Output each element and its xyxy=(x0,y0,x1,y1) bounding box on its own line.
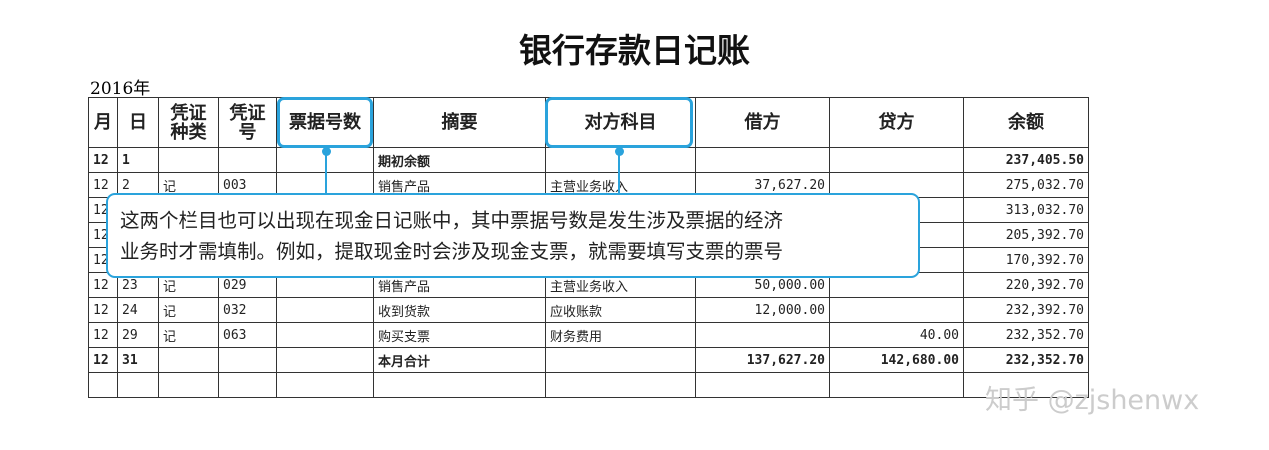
callout-line: 业务时才需填制。例如，提取现金时会涉及现金支票，就需要填写支票的票号 xyxy=(120,240,784,263)
table-cell xyxy=(218,147,277,173)
table-cell xyxy=(695,322,830,348)
table-cell xyxy=(117,372,159,398)
table-cell: 032 xyxy=(218,297,277,323)
table-cell: 记 xyxy=(158,297,219,323)
table-cell xyxy=(158,147,219,173)
table-cell xyxy=(695,372,830,398)
table-row: 12 31 本月合计 137,627.20 142,680.00 232,352.70 xyxy=(88,347,1089,373)
column-header: 对方科目 xyxy=(545,97,696,148)
column-header: 摘要 xyxy=(373,97,546,148)
column-header: 凭证种类 xyxy=(158,97,219,148)
table-cell: 237,405.50 xyxy=(963,147,1089,173)
table-cell: 12 xyxy=(88,297,118,323)
table-cell: 232,352.70 xyxy=(963,347,1089,373)
table-cell xyxy=(276,347,374,373)
table-cell xyxy=(276,322,374,348)
table-cell: 12,000.00 xyxy=(695,297,830,323)
table-cell: 205,392.70 xyxy=(963,222,1089,248)
table-cell xyxy=(158,372,219,398)
table-cell: 购买支票 xyxy=(373,322,546,348)
column-header: 凭证号 xyxy=(218,97,277,148)
table-cell xyxy=(158,347,219,373)
table-cell: 记 xyxy=(158,322,219,348)
highlight-bill-number xyxy=(277,97,373,148)
table-cell xyxy=(218,347,277,373)
table-row: 12 24 记 032 收到货款 应收账款 12,000.00 232,392.70 xyxy=(88,297,1089,323)
highlight-counter-account xyxy=(545,97,693,148)
table-cell: 275,032.70 xyxy=(963,172,1089,198)
year-label: 2016年 xyxy=(90,79,151,99)
table-cell xyxy=(276,297,374,323)
watermark: 知乎 @zjshenwx xyxy=(985,385,1200,416)
table-cell xyxy=(373,372,546,398)
column-header: 余额 xyxy=(963,97,1089,148)
column-header: 贷方 xyxy=(829,97,964,148)
table-cell: 137,627.20 xyxy=(695,347,830,373)
table-cell: 1 xyxy=(117,147,159,173)
table-cell xyxy=(963,372,1089,398)
table-cell xyxy=(218,372,277,398)
table-cell xyxy=(276,372,374,398)
table-cell xyxy=(695,147,830,173)
table-cell xyxy=(545,372,696,398)
table-row: 12 29 记 063 购买支票 财务费用 40.00 232,352.70 xyxy=(88,322,1089,348)
callout-line: 这两个栏目也可以出现在现金日记账中，其中票据号数是发生涉及票据的经济 xyxy=(120,209,784,232)
table-cell: 232,392.70 xyxy=(963,297,1089,323)
table-cell: 期初余额 xyxy=(373,147,546,173)
table-row: 12 1 期初余额 237,405.50 xyxy=(88,147,1089,173)
connector-line xyxy=(618,150,620,194)
table-row xyxy=(88,372,1089,398)
table-cell: 31 xyxy=(117,347,159,373)
table-cell: 收到货款 xyxy=(373,297,546,323)
column-header: 借方 xyxy=(695,97,830,148)
table-cell xyxy=(829,147,964,173)
page-title: 银行存款日记账 xyxy=(519,31,750,70)
table-cell: 29 xyxy=(117,322,159,348)
table-cell: 220,392.70 xyxy=(963,272,1089,298)
table-cell: 12 xyxy=(88,147,118,173)
table-cell: 12 xyxy=(88,347,118,373)
table-cell xyxy=(829,372,964,398)
table-cell: 财务费用 xyxy=(545,322,696,348)
table-cell: 063 xyxy=(218,322,277,348)
table-cell xyxy=(545,347,696,373)
column-header: 月 xyxy=(88,97,118,148)
table-cell xyxy=(88,372,118,398)
table-cell: 40.00 xyxy=(829,322,964,348)
table-cell: 12 xyxy=(88,322,118,348)
table-cell: 232,352.70 xyxy=(963,322,1089,348)
table-cell: 24 xyxy=(117,297,159,323)
table-cell: 本月合计 xyxy=(373,347,546,373)
annotation-callout: 这两个栏目也可以出现在现金日记账中，其中票据号数是发生涉及票据的经济 业务时才需… xyxy=(106,193,920,278)
column-header: 日 xyxy=(117,97,159,148)
table-cell: 142,680.00 xyxy=(829,347,964,373)
connector-line xyxy=(325,150,327,194)
table-cell: 313,032.70 xyxy=(963,197,1089,223)
table-cell xyxy=(829,297,964,323)
table-cell: 170,392.70 xyxy=(963,247,1089,273)
column-header: 票据号数 xyxy=(276,97,374,148)
table-cell: 应收账款 xyxy=(545,297,696,323)
